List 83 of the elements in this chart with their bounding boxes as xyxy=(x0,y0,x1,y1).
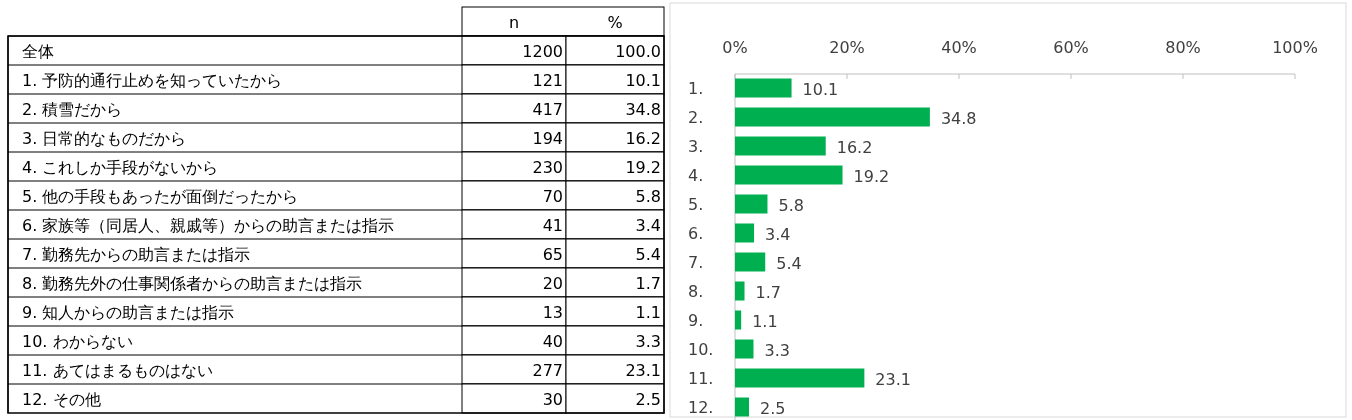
x-tick-label: 80% xyxy=(1165,38,1201,57)
data-label: 194 xyxy=(532,129,563,148)
y-tick-label: 2. 積雪だから xyxy=(22,100,123,119)
y-tick-label: 3. 日常的なものだから xyxy=(22,129,187,148)
bar xyxy=(735,397,749,417)
data-label: 121 xyxy=(532,71,563,90)
y-tick-label: 9. xyxy=(688,311,704,330)
x-tick-label: 60% xyxy=(1053,38,1089,57)
data-label: 2.5 xyxy=(635,390,661,409)
bar xyxy=(735,252,766,272)
data-label: 19.2 xyxy=(853,167,890,186)
data-label: 3.4 xyxy=(765,225,791,244)
bar xyxy=(735,78,792,98)
y-tick-label: 12. xyxy=(688,398,714,417)
y-tick-label: 11. あてはまるものはない xyxy=(22,361,213,380)
x-tick-label: n xyxy=(508,13,520,32)
data-label: 277 xyxy=(532,361,563,380)
y-tick-label: 7. 勤務先からの助言または指示 xyxy=(22,245,251,264)
data-label: 30 xyxy=(542,390,563,409)
data-label: 40 xyxy=(542,332,563,351)
bar xyxy=(735,223,755,243)
data-label: 65 xyxy=(542,245,563,264)
bar xyxy=(735,107,930,127)
data-label: 19.2 xyxy=(625,158,661,177)
data-label: 70 xyxy=(542,187,563,206)
y-tick-label: 3. xyxy=(688,137,704,156)
data-label: 34.8 xyxy=(940,109,977,128)
data-label: 1200 xyxy=(522,42,563,61)
y-tick-label: 1. xyxy=(688,79,704,98)
data-label: 10.1 xyxy=(802,80,839,99)
data-label: 13 xyxy=(542,303,563,322)
data-label: 3.4 xyxy=(635,216,661,235)
data-label: 16.2 xyxy=(836,138,873,157)
y-tick-label: 6. xyxy=(688,224,704,243)
x-tick-label: 20% xyxy=(829,38,865,57)
bar xyxy=(735,194,768,214)
y-tick-label: 10. xyxy=(688,340,714,359)
data-label: 23.1 xyxy=(875,370,911,389)
y-tick-label: 5. xyxy=(688,195,704,214)
data-label: 23.1 xyxy=(625,361,661,380)
y-tick-label: 8. 勤務先外の仕事関係者からの助言または指示 xyxy=(22,274,363,293)
data-label: 16.2 xyxy=(625,129,661,148)
data-label: 230 xyxy=(532,158,563,177)
y-tick-label: 4. xyxy=(688,166,704,185)
y-tick-label: 9. 知人からの助言または指示 xyxy=(22,303,235,322)
data-label: 5.4 xyxy=(635,245,661,264)
y-tick-label: 10. わからない xyxy=(22,332,133,351)
bar xyxy=(735,339,754,359)
x-tick-label: 100% xyxy=(1272,38,1318,57)
data-label: 20 xyxy=(542,274,563,293)
data-label: 3.3 xyxy=(635,332,661,351)
bar xyxy=(735,165,843,185)
y-tick-label: 4. これしか手段がないから xyxy=(22,158,219,177)
data-label: 2.5 xyxy=(760,399,786,418)
y-tick-label: 全体 xyxy=(22,42,54,61)
data-label: 5.8 xyxy=(778,196,804,215)
y-tick-label: 1. 予防的通行止めを知っていたから xyxy=(22,71,283,90)
y-tick-label: 12. その他 xyxy=(22,390,101,409)
data-label: 417 xyxy=(532,100,563,119)
y-tick-label: 5. 他の手段もあったが面倒だったから xyxy=(22,187,299,206)
data-label: 41 xyxy=(542,216,563,235)
bar xyxy=(735,368,865,388)
y-tick-label: 6. 家族等（同居人、親戚等）からの助言または指示 xyxy=(22,216,395,235)
x-tick-label: 40% xyxy=(941,38,977,57)
data-label: 1.1 xyxy=(752,312,778,331)
data-label: 5.8 xyxy=(635,187,661,206)
data-label: 100.0 xyxy=(615,42,661,61)
data-label: 1.1 xyxy=(635,303,661,322)
data-label: 10.1 xyxy=(625,71,661,90)
x-tick-label: 0% xyxy=(722,38,748,57)
data-label: 5.4 xyxy=(776,254,802,273)
x-tick-label: % xyxy=(607,13,623,32)
bar xyxy=(735,310,742,330)
bar xyxy=(735,281,745,301)
data-label: 1.7 xyxy=(755,283,781,302)
bar xyxy=(735,136,826,156)
y-tick-label: 11. xyxy=(688,369,714,388)
data-label: 34.8 xyxy=(625,100,661,119)
y-tick-label: 7. xyxy=(688,253,704,272)
data-label: 3.3 xyxy=(764,341,790,360)
y-tick-label: 2. xyxy=(688,108,704,127)
y-tick-label: 8. xyxy=(688,282,704,301)
data-label: 1.7 xyxy=(635,274,661,293)
